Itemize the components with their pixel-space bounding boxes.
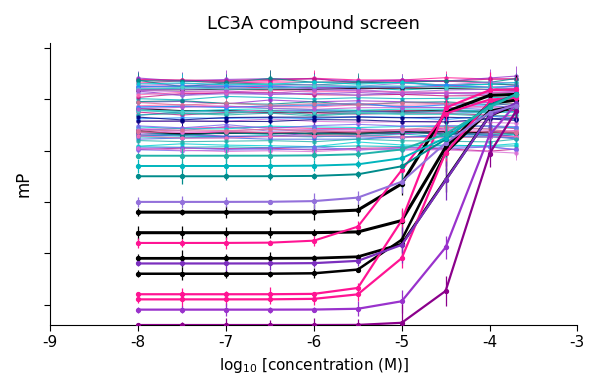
X-axis label: log$_{10}$ [concentration (M)]: log$_{10}$ [concentration (M)] xyxy=(218,356,409,375)
Y-axis label: mP: mP xyxy=(15,171,33,197)
Title: LC3A compound screen: LC3A compound screen xyxy=(208,15,421,33)
